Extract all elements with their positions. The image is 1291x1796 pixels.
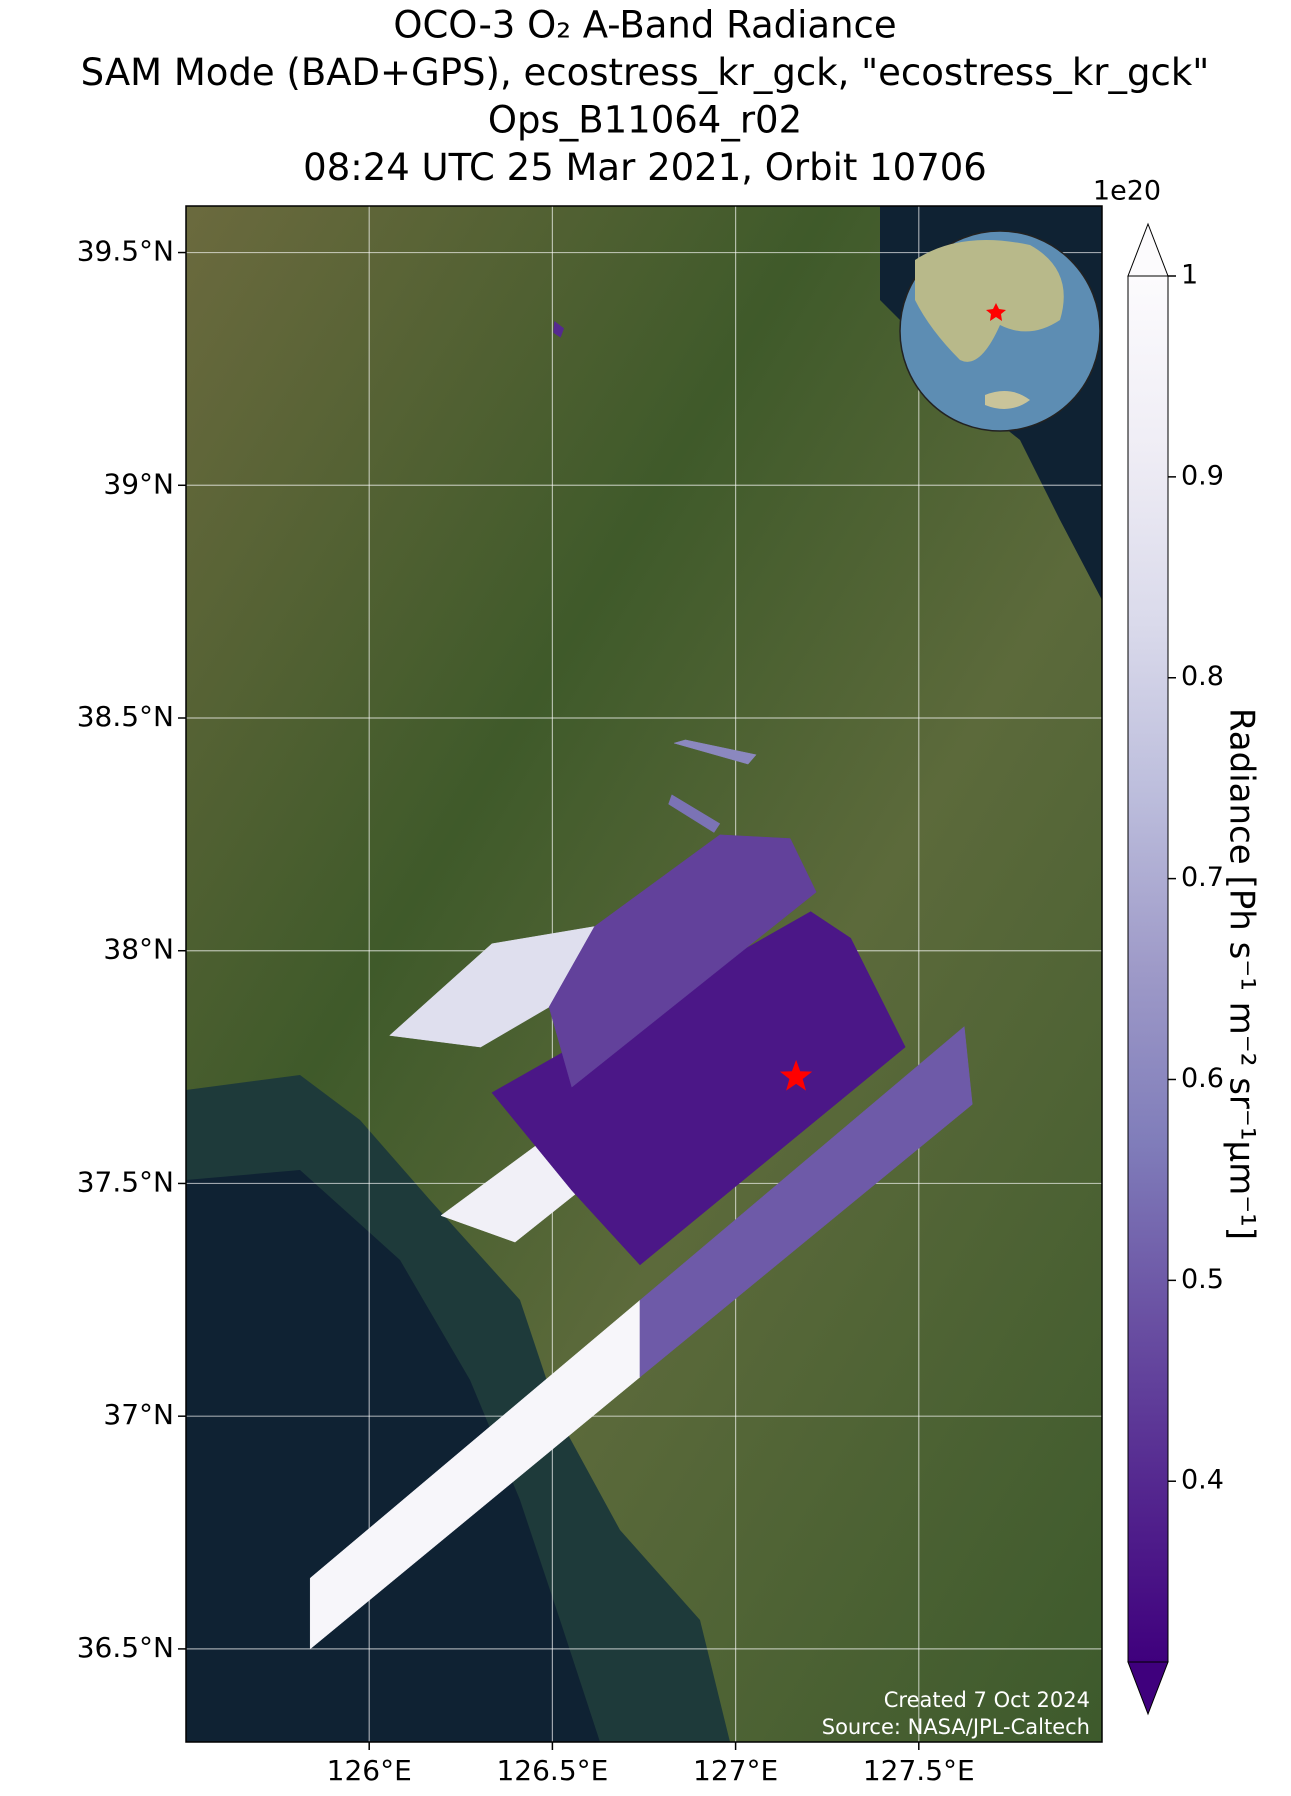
colorbar-tick-label: 1 (1181, 260, 1198, 291)
colorbar-tick-label: 0.9 (1181, 460, 1224, 491)
plot-frame (185, 205, 1103, 1743)
y-tick-label: 39.5°N (77, 235, 174, 268)
x-tick-label: 127.5°E (863, 1754, 975, 1787)
chart-title: SAM Mode (BAD+GPS), ecostress_kr_gck, "e… (81, 51, 1210, 94)
y-tick-label: 38.5°N (77, 700, 174, 733)
colorbar-tick-label: 0.7 (1181, 862, 1224, 893)
globe-inset (899, 230, 1101, 432)
basemap (186, 206, 1102, 1742)
y-tick-label: 36.5°N (77, 1631, 174, 1664)
globe-star (986, 303, 1006, 321)
chart-title: 08:24 UTC 25 Mar 2021, Orbit 10706 (303, 146, 987, 189)
target-star (779, 1059, 813, 1091)
y-tick-label: 39°N (103, 467, 174, 500)
colorbar-offset: 1e20 (1093, 176, 1161, 207)
colorbar-tick-label: 0.6 (1181, 1063, 1224, 1094)
chart-title: OCO-3 O₂ A-Band Radiance (393, 4, 896, 47)
y-tick-label: 37.5°N (77, 1165, 174, 1198)
swaths (309, 320, 973, 1650)
swath (668, 794, 721, 833)
colorbar-label: Radiance [Ph s⁻¹ m⁻² sr⁻¹μm⁻¹] (1222, 708, 1262, 1240)
colorbar-tick-label: 0.4 (1181, 1465, 1224, 1496)
colorbar-frame (1127, 275, 1169, 1663)
deep-sea (186, 1170, 600, 1742)
x-tick-label: 126°E (327, 1754, 412, 1787)
annotation: Created 7 Oct 2024 (884, 1688, 1090, 1712)
colorbar-extend (1127, 222, 1169, 277)
colorbar: 0.4 0.5 0.6 0.7 0.8 0.9 1 (1127, 222, 1224, 1716)
swath (553, 320, 565, 338)
colorbar-scale (1128, 276, 1168, 1662)
colorbar-tick-label: 0.8 (1181, 661, 1224, 692)
annotation: Source: NASA/JPL-Caltech (822, 1715, 1090, 1739)
swath (548, 834, 817, 1088)
y-tick-label: 38°N (103, 933, 174, 966)
swath (673, 739, 757, 765)
x-tick-label: 127°E (693, 1754, 778, 1787)
swath (639, 1026, 973, 1378)
globe-land (915, 240, 1064, 362)
x-tick-label: 126.5°E (496, 1754, 608, 1787)
chart-title: Ops_B11064_r02 (488, 99, 802, 142)
y-tick-label: 37°N (103, 1398, 174, 1431)
colorbar-extend (1127, 1661, 1169, 1716)
swath (491, 911, 906, 1266)
globe-land (985, 391, 1030, 409)
colorbar-tick-label: 0.5 (1181, 1264, 1224, 1295)
